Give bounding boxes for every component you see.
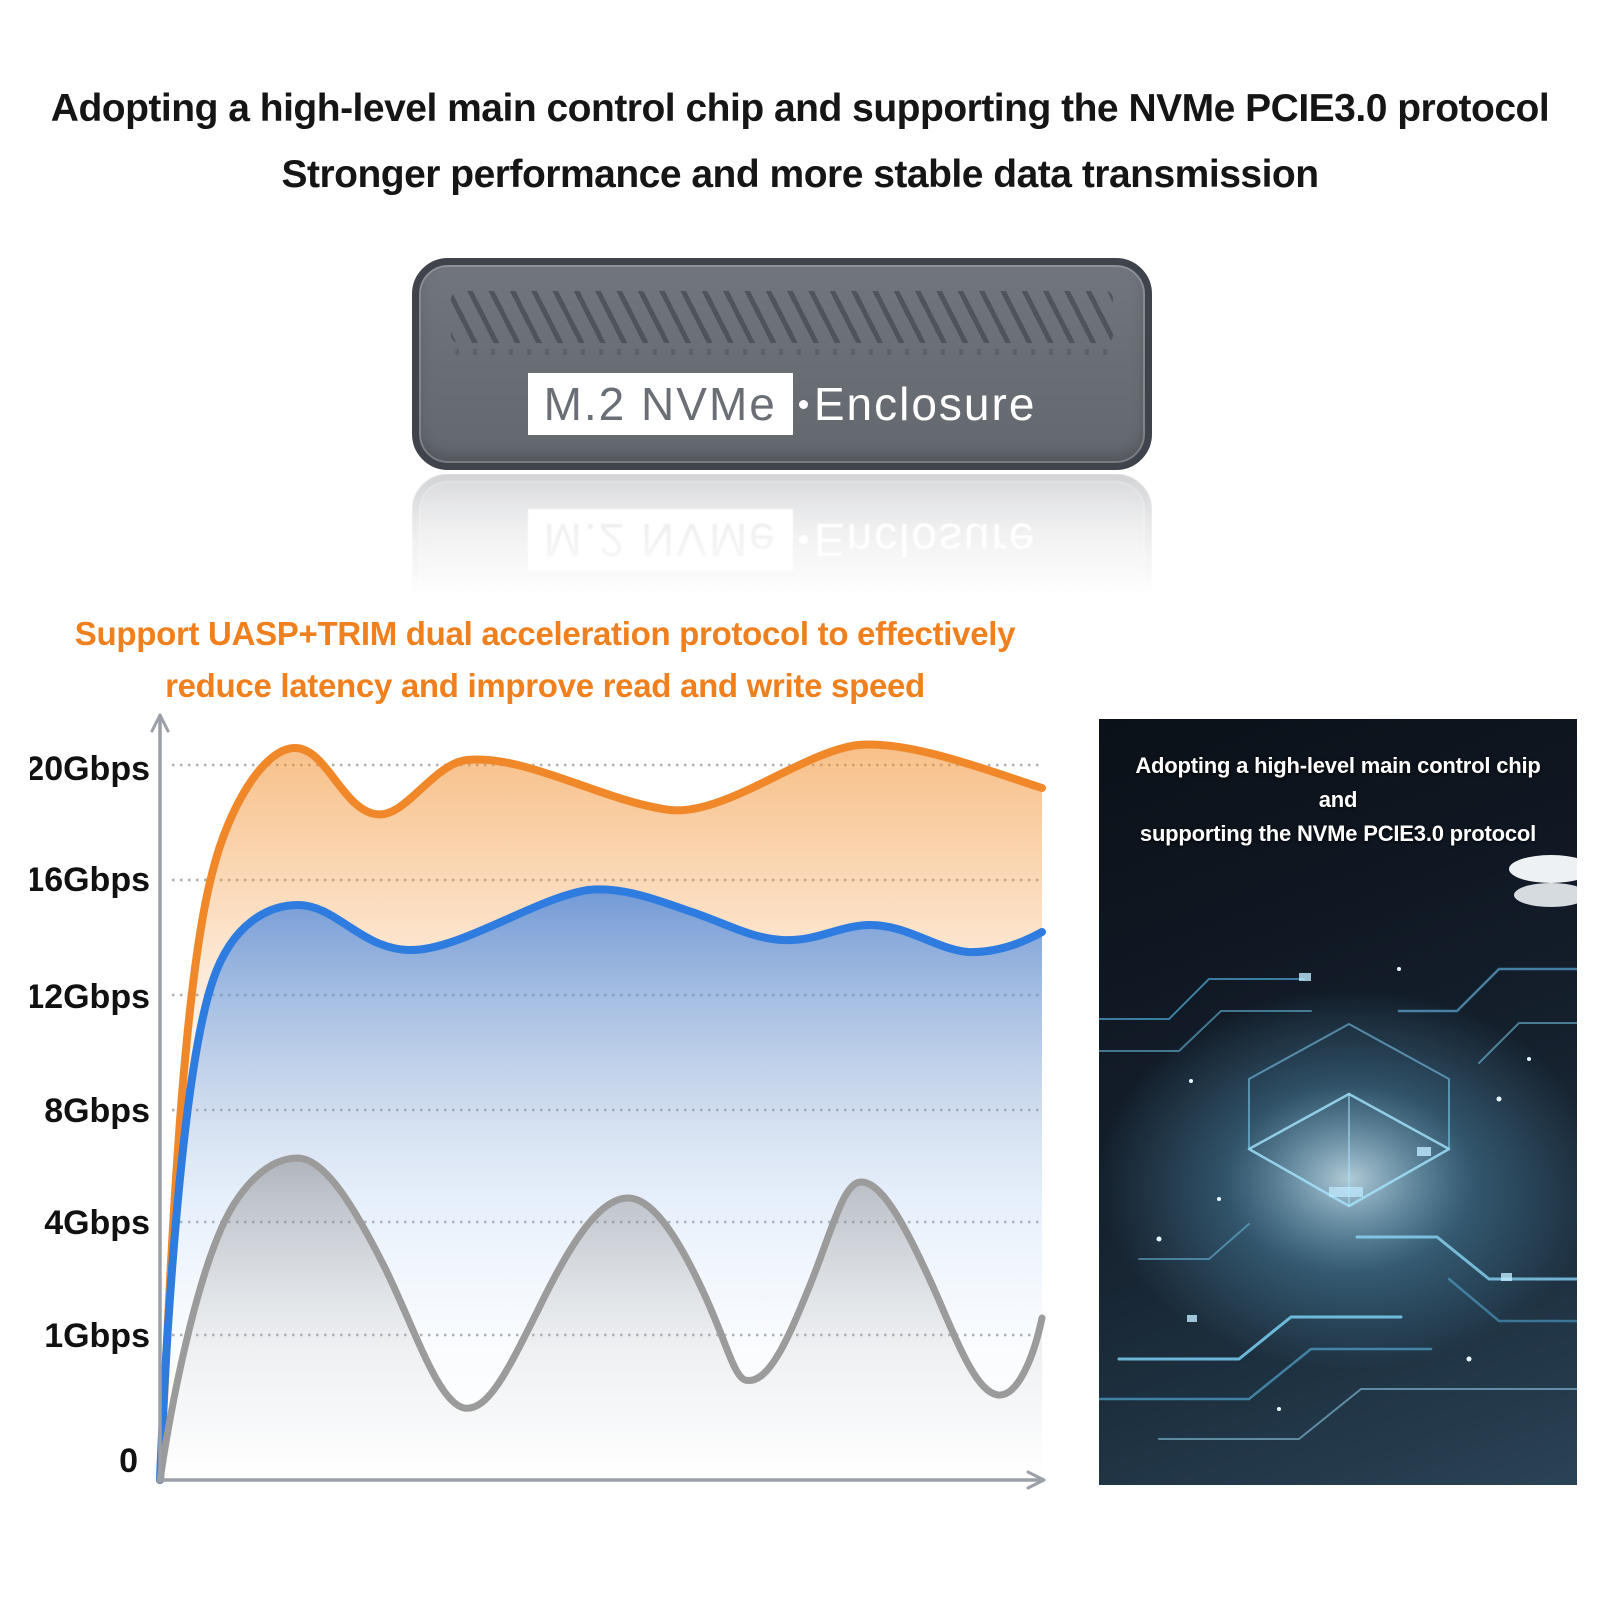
circuit-board-art [1099, 855, 1577, 1440]
center-glow [1099, 989, 1577, 1369]
y-tick-8gbps: 8Gbps [44, 1092, 150, 1130]
enclosure-body: M.2 NVMe Enclosure [412, 258, 1152, 470]
chart-subtitle-line2: reduce latency and improve read and writ… [165, 667, 925, 704]
y-tick-16gbps: 16Gbps [30, 861, 150, 899]
chip-panel-caption-line2: supporting the NVMe PCIE3.0 protocol [1139, 821, 1537, 846]
vent-grille [451, 291, 1113, 343]
axes [150, 713, 1046, 1490]
chip-panel-caption: Adopting a high-level main control chip … [1099, 749, 1577, 851]
page-title: Adopting a high-level main control chip … [0, 76, 1600, 208]
enclosure-label-plain: Enclosure [813, 378, 1037, 430]
chart-subtitle-line1: Support UASP+TRIM dual acceleration prot… [74, 615, 1016, 652]
capacitor-icon [1509, 855, 1577, 907]
speed-chart: 20Gbps 16Gbps 12Gbps 8Gbps 4Gbps 1Gbps 0 [30, 692, 1070, 1512]
chip-panel-caption-line1: Adopting a high-level main control chip … [1135, 753, 1541, 812]
blue-curve [156, 885, 1046, 1484]
y-tick-1gbps: 1Gbps [44, 1317, 150, 1355]
speed-chart-svg: 20Gbps 16Gbps 12Gbps 8Gbps 4Gbps 1Gbps 0 [30, 713, 1046, 1490]
x-axis-arrow-icon [1026, 1470, 1046, 1490]
y-axis-arrow-icon [150, 713, 170, 733]
page-title-line1: Adopting a high-level main control chip … [50, 87, 1550, 130]
y-tick-zero: 0 [119, 1442, 138, 1480]
product-image: M.2 NVMe Enclosure [412, 258, 1152, 470]
y-tick-4gbps: 4Gbps [44, 1204, 150, 1242]
light-pillars [1265, 939, 1441, 1339]
enclosure-label: M.2 NVMe Enclosure [419, 373, 1145, 435]
gray-curve [156, 1154, 1046, 1484]
solder-pads [1187, 973, 1512, 1322]
vent-dots [455, 349, 1109, 355]
gray-area [160, 1158, 1042, 1480]
y-tick-12gbps: 12Gbps [30, 978, 150, 1016]
chip-panel: Adopting a high-level main control chip … [1099, 719, 1577, 1485]
glow-dots [1156, 967, 1531, 1411]
dot-icon [798, 399, 808, 409]
enclosure-label-boxed: M.2 NVMe [527, 373, 793, 435]
y-tick-20gbps: 20Gbps [30, 750, 150, 788]
page-title-line2: Stronger performance and more stable dat… [281, 153, 1319, 196]
orange-curve [156, 740, 1046, 1484]
circuit-traces [1099, 967, 1577, 1440]
chart-subtitle: Support UASP+TRIM dual acceleration prot… [0, 608, 1090, 712]
